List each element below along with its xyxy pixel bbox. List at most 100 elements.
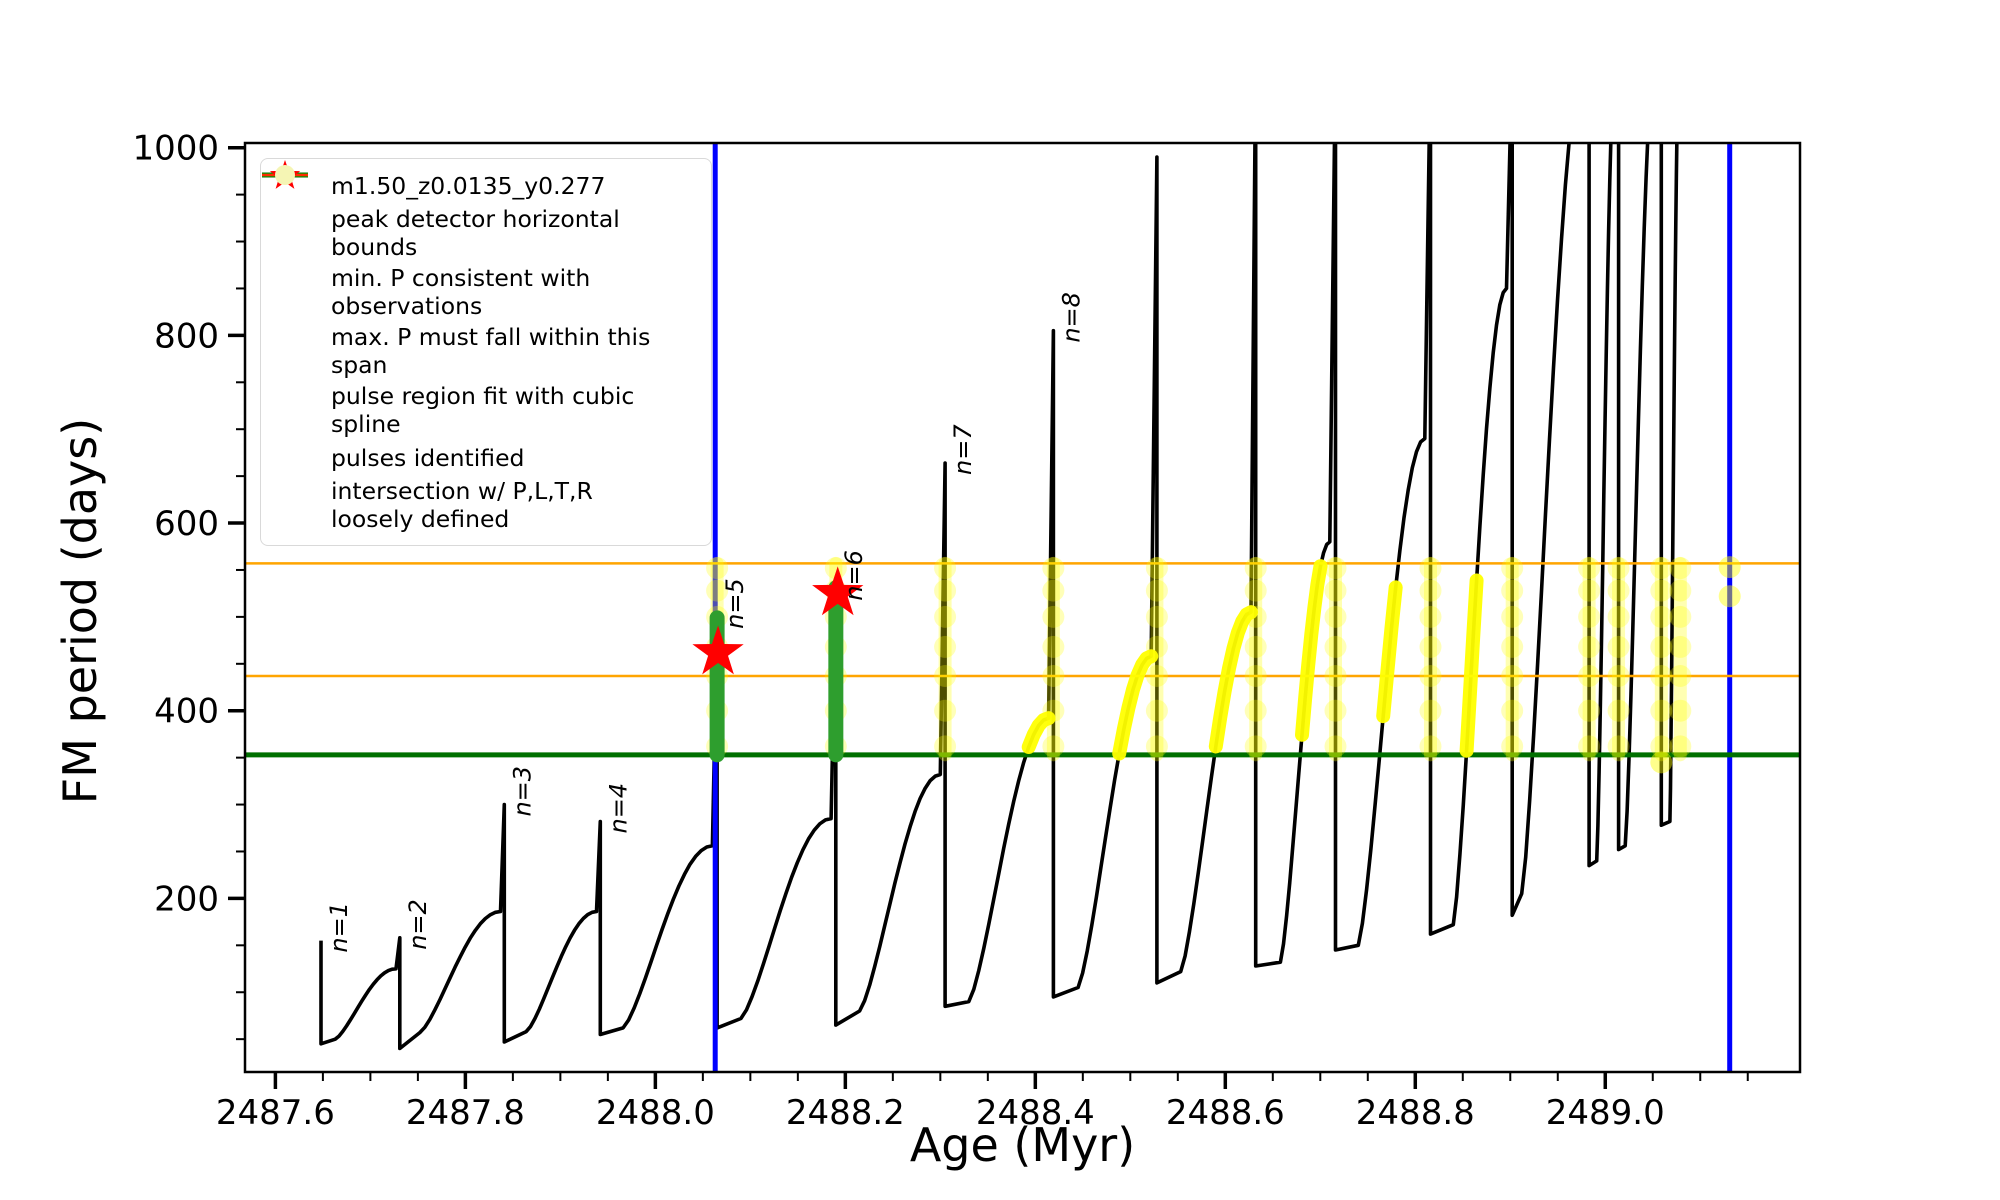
dot-icon <box>271 165 319 521</box>
plot-area <box>245 143 1800 1072</box>
intersection-dot <box>1669 665 1692 688</box>
intersection-dot <box>1607 665 1630 688</box>
intersection-dot <box>1042 605 1065 628</box>
intersection-dot <box>1042 635 1065 658</box>
intersection-dot <box>706 579 729 602</box>
legend-label-5: pulses identified <box>331 443 525 472</box>
intersection-dot <box>1145 605 1168 628</box>
pulse-label-n=7: n=7 <box>949 424 977 475</box>
legend-row-0: m1.50_z0.0135_y0.277 <box>262 169 697 202</box>
intersection-dot <box>1669 557 1692 580</box>
intersection-dot <box>1501 605 1524 628</box>
intersection-dot <box>1669 735 1692 758</box>
intersection-dot <box>1718 585 1741 608</box>
x-tick-label: 2489.0 <box>1546 1093 1665 1133</box>
intersection-dot <box>1244 699 1267 722</box>
intersection-dot <box>1650 665 1673 688</box>
intersection-dot <box>1244 579 1267 602</box>
intersection-arc-4 <box>1376 580 1403 724</box>
legend-row-5: pulses identified <box>262 160 697 474</box>
intersection-dot <box>934 557 957 580</box>
line-swatch-icon <box>262 172 319 249</box>
x-tick-label: 2488.4 <box>976 1093 1095 1133</box>
intersection-dot <box>1419 735 1442 758</box>
intersection-dot <box>1607 605 1630 628</box>
intersection-dot <box>1501 699 1524 722</box>
intersection-dot <box>1607 699 1630 722</box>
legend-row-4: pulse region fit with cubic spline <box>271 170 697 438</box>
intersection-dot <box>1578 699 1601 722</box>
intersection-dot <box>1607 635 1630 658</box>
intersection-dot <box>1650 735 1673 758</box>
intersection-dot <box>1042 557 1065 580</box>
y-tick-label: 200 <box>154 879 219 919</box>
intersection-dot <box>934 635 957 658</box>
y-tick-label: 400 <box>154 692 219 732</box>
intersection-dot <box>824 557 847 580</box>
intersection-dot <box>1650 699 1673 722</box>
intersection-dot <box>1578 579 1601 602</box>
legend-row-3: max. P must fall within this span <box>262 173 697 379</box>
intersection-dot <box>706 557 729 580</box>
pulse-label-n=5: n=5 <box>721 578 749 629</box>
intersection-dot <box>1145 557 1168 580</box>
x-tick-label: 2488.6 <box>1166 1093 1285 1133</box>
intersection-dot <box>1669 699 1692 722</box>
intersection-dot <box>1419 557 1442 580</box>
intersection-dot <box>1578 605 1601 628</box>
intersection-dot <box>1419 699 1442 722</box>
x-axis-label: Age (Myr) <box>909 1118 1136 1172</box>
legend-row-2: min. P consistent with observations <box>262 172 697 320</box>
intersection-dot <box>1607 579 1630 602</box>
intersection-dot <box>1145 735 1168 758</box>
intersection-dot <box>1419 605 1442 628</box>
intersection-dot <box>934 579 957 602</box>
intersection-dot <box>934 665 957 688</box>
intersection-dot <box>934 735 957 758</box>
intersection-dot <box>1669 605 1692 628</box>
intersection-arc-3 <box>1295 559 1328 742</box>
legend-row-6: intersection w/ P,L,T,R loosely defined <box>271 165 697 533</box>
x-tick-label: 2487.6 <box>216 1093 335 1133</box>
intersection-dot <box>934 605 957 628</box>
intersection-dot <box>1607 557 1630 580</box>
intersection-dot <box>1607 735 1630 758</box>
pulse-label-n=6: n=6 <box>840 550 868 601</box>
legend-label-2: min. P consistent with observations <box>331 264 591 320</box>
intersection-dot <box>1578 635 1601 658</box>
intersection-dot <box>1419 665 1442 688</box>
y-axis-label: FM period (days) <box>53 417 107 805</box>
intersection-dot <box>934 699 957 722</box>
intersection-dot <box>1042 579 1065 602</box>
intersection-dot <box>1501 665 1524 688</box>
legend-label-1: peak detector horizontal bounds <box>331 205 620 261</box>
intersection-dot <box>1244 735 1267 758</box>
intersection-dot <box>1419 635 1442 658</box>
intersection-dot <box>1578 735 1601 758</box>
intersection-dot <box>1324 699 1347 722</box>
intersection-dot <box>1501 635 1524 658</box>
intersection-dot <box>1669 579 1692 602</box>
intersection-arc-0 <box>1021 711 1056 754</box>
intersection-arc-5 <box>1459 573 1484 758</box>
pulse-label-n=4: n=4 <box>604 783 632 834</box>
curve-path <box>319 143 1679 1051</box>
pulse-star-0 <box>692 625 744 675</box>
intersection-dot <box>1042 665 1065 688</box>
intersection-dot <box>1324 557 1347 580</box>
intersection-arc-2 <box>1208 605 1258 754</box>
intersection-dot <box>1669 635 1692 658</box>
y-tick-label: 1000 <box>132 129 219 169</box>
intersection-dot <box>1145 699 1168 722</box>
star-icon <box>262 160 319 474</box>
intersection-dot <box>1324 605 1347 628</box>
intersection-dot <box>1650 751 1673 774</box>
intersection-dot <box>1718 556 1741 579</box>
x-tick-label: 2488.8 <box>1356 1093 1475 1133</box>
intersection-dot <box>1578 665 1601 688</box>
x-tick-label: 2487.8 <box>406 1093 525 1133</box>
intersection-dot <box>1650 605 1673 628</box>
y-tick-label: 800 <box>154 316 219 356</box>
